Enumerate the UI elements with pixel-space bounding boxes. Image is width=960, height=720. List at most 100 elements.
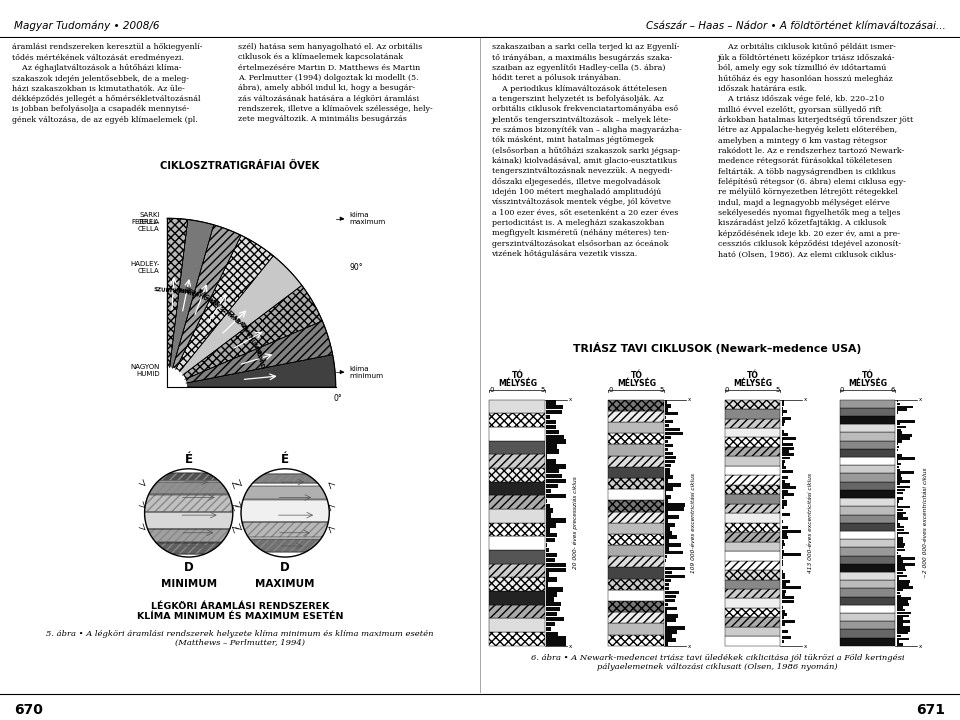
Bar (490, 536, 545, 550)
Text: 5: 5 (776, 387, 780, 393)
Text: SARKI
CELLA: SARKI CELLA (138, 212, 159, 225)
Bar (546, 612, 558, 616)
Polygon shape (148, 528, 229, 543)
Text: É: É (281, 453, 289, 466)
Polygon shape (158, 473, 219, 481)
Bar (840, 400, 895, 408)
Bar (490, 605, 545, 618)
Text: SZUBHUMID: SZUBHUMID (154, 287, 192, 295)
Bar (490, 400, 545, 413)
Text: 6: 6 (891, 387, 895, 393)
Text: D: D (183, 561, 194, 574)
Bar (781, 606, 782, 609)
Bar (490, 509, 545, 523)
Text: x: x (687, 644, 690, 649)
Bar (897, 526, 904, 528)
Bar (840, 547, 895, 556)
Polygon shape (243, 486, 327, 499)
Bar (609, 411, 663, 422)
Bar (609, 456, 663, 467)
Bar (781, 526, 787, 529)
Bar (665, 527, 670, 531)
Bar (781, 460, 785, 463)
Bar (665, 503, 684, 507)
Text: TÓ: TÓ (631, 371, 642, 379)
Bar (546, 425, 556, 429)
Bar (609, 422, 663, 433)
Bar (609, 634, 663, 646)
Polygon shape (176, 235, 274, 372)
Bar (897, 423, 900, 426)
Bar (725, 466, 780, 475)
Polygon shape (241, 500, 329, 522)
Text: x: x (687, 397, 690, 402)
Bar (781, 583, 786, 586)
Bar (897, 457, 915, 460)
Bar (725, 495, 780, 504)
Bar (546, 474, 562, 478)
Bar (665, 404, 671, 408)
Bar (781, 623, 785, 626)
Bar (897, 420, 915, 423)
Bar (665, 539, 669, 543)
Bar (897, 411, 899, 414)
Bar (781, 444, 793, 446)
Bar (781, 410, 787, 413)
Bar (897, 624, 902, 626)
Bar (781, 496, 784, 500)
Bar (546, 444, 557, 449)
Bar (897, 589, 903, 591)
Bar (897, 500, 900, 503)
Polygon shape (252, 474, 318, 483)
Bar (665, 400, 667, 404)
Bar (897, 603, 909, 606)
Polygon shape (167, 218, 336, 387)
Bar (725, 456, 780, 466)
Bar (897, 643, 902, 646)
Text: x: x (804, 644, 807, 649)
Bar (897, 575, 907, 577)
Bar (840, 613, 895, 621)
Bar (897, 563, 916, 566)
Bar (897, 466, 899, 468)
Text: szakaszaiban a sarki cella terjed ki az Egyenlí-
tő irányában, a maximális besug: szakaszaiban a sarki cella terjed ki az … (492, 43, 682, 258)
Bar (781, 493, 794, 496)
Bar (725, 580, 780, 589)
Bar (609, 400, 663, 411)
Bar (781, 580, 790, 582)
Bar (665, 416, 666, 420)
Bar (665, 555, 667, 559)
Bar (665, 587, 669, 590)
Bar (725, 618, 780, 627)
Bar (897, 483, 900, 485)
Text: HADLEY-
CELLA: HADLEY- CELLA (131, 261, 159, 274)
Polygon shape (167, 368, 186, 387)
Bar (546, 410, 562, 415)
Bar (665, 448, 668, 451)
Bar (781, 433, 788, 436)
Bar (665, 491, 666, 495)
Bar (897, 626, 910, 629)
Bar (897, 402, 900, 405)
Text: 0: 0 (490, 387, 494, 393)
Bar (781, 636, 791, 639)
Bar (897, 480, 910, 482)
Bar (665, 582, 669, 586)
Bar (665, 432, 683, 436)
Bar (840, 408, 895, 416)
Bar (665, 622, 667, 626)
Text: 109 000-éves excentricitási ciklus: 109 000-éves excentricitási ciklus (691, 473, 696, 572)
Bar (897, 634, 900, 637)
Bar (665, 507, 684, 510)
Bar (546, 548, 548, 552)
Bar (781, 540, 783, 543)
Bar (665, 444, 673, 447)
Bar (725, 570, 780, 580)
Bar (665, 424, 669, 428)
Bar (546, 553, 558, 557)
Bar (897, 580, 910, 583)
Bar (665, 595, 676, 598)
Bar (897, 463, 901, 465)
Text: ~2 000 000-éves excentricitási ciklus: ~2 000 000-éves excentricitási ciklus (923, 467, 928, 578)
Bar (840, 465, 895, 474)
